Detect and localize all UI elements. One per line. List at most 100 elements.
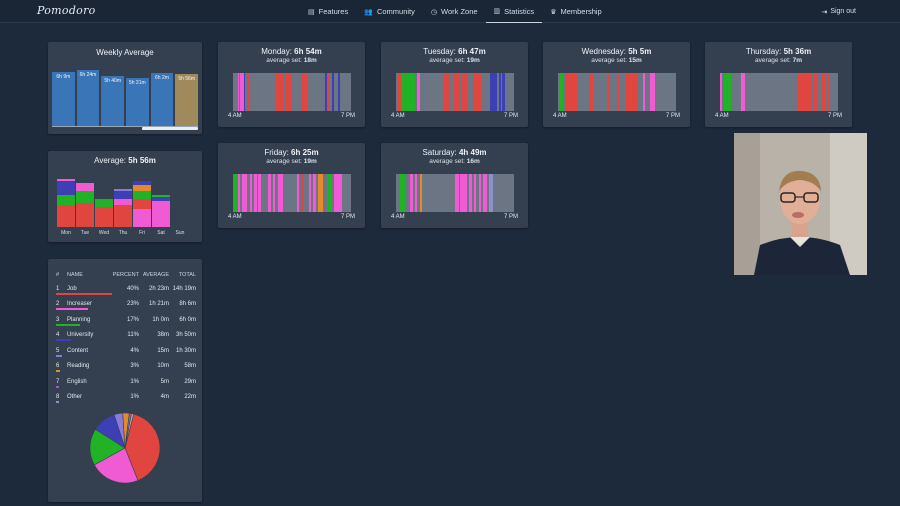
average-stacked-bar[interactable] xyxy=(57,179,75,227)
day-card-wednesday[interactable]: Wednesday: 5h 5m average set: 15m 4 AM 7 PM xyxy=(543,42,690,127)
sign-out-icon: ⇥ xyxy=(821,8,828,16)
stack-segment xyxy=(76,191,94,203)
weekly-average-bar[interactable]: 6h 9m xyxy=(52,72,75,126)
row-average: 2h 23m xyxy=(148,285,169,292)
timeline-session xyxy=(723,73,728,111)
bar-chart-icon: ▥ xyxy=(493,8,501,15)
row-percent-underline xyxy=(56,308,89,310)
nav-work-zone[interactable]: ◷ Work Zone xyxy=(423,0,486,23)
presenter-video-image xyxy=(734,133,867,275)
day-timeline[interactable] xyxy=(233,73,351,111)
weekly-average-bar[interactable]: 6h 24m xyxy=(76,70,100,126)
row-total: 14h 19m xyxy=(172,285,196,292)
stack-segment xyxy=(76,203,94,227)
pie-slice[interactable] xyxy=(124,413,135,449)
stack-segment xyxy=(152,201,170,227)
day-name: Friday: xyxy=(264,148,292,157)
nav-statistics[interactable]: ▥ Statistics xyxy=(485,0,543,23)
project-table: # NAME PERCENT AVERAGE TOTAL 1 Job 40% 2h 2… xyxy=(56,269,196,405)
day-card-tuesday[interactable]: Tuesday: 6h 47m average set: 19m 4 AM 7 PM xyxy=(381,42,528,127)
day-timeline[interactable] xyxy=(720,73,838,111)
day-total: 5h 5m xyxy=(628,47,652,56)
weekly-average-bar-label: 5h 40m xyxy=(104,78,121,85)
average-set-value: 19m xyxy=(303,158,317,165)
timeline-session xyxy=(419,174,422,212)
sign-out-label: Sign out xyxy=(830,8,856,15)
row-total: 22m xyxy=(184,394,196,401)
average-set-value: 18m xyxy=(303,57,317,64)
row-total: 58m xyxy=(184,363,196,370)
table-row[interactable]: 6 Reading 3% 10m 58m xyxy=(56,359,196,375)
timeline-session xyxy=(469,174,472,212)
day-timeline[interactable] xyxy=(233,174,351,212)
day-timeline[interactable] xyxy=(396,174,514,212)
row-average: 15m xyxy=(157,347,169,354)
stack-segment xyxy=(133,191,151,199)
nav-membership[interactable]: ♛ Membership xyxy=(542,0,610,23)
average-stacked-bar[interactable] xyxy=(133,181,151,227)
timeline-session xyxy=(626,73,632,111)
table-row[interactable]: 5 Content 4% 15m 1h 30m xyxy=(56,343,196,359)
row-total: 29m xyxy=(184,378,196,385)
stack-segment xyxy=(133,209,151,227)
table-row[interactable]: 7 English 1% 5m 29m xyxy=(56,374,196,390)
project-stats-card: # NAME PERCENT AVERAGE TOTAL 1 Job 40% 2h 2… xyxy=(48,259,202,502)
table-row[interactable]: 2 Increaser 23% 1h 21m 8h 6m xyxy=(56,297,196,313)
sign-out-button[interactable]: ⇥ Sign out xyxy=(821,0,856,23)
average-stacked-bar[interactable] xyxy=(95,199,113,227)
table-row[interactable]: 3 Planning 17% 1h 0m 6h 0m xyxy=(56,312,196,328)
timeline-session xyxy=(492,73,498,111)
nav-features[interactable]: ▤ Features xyxy=(300,0,356,23)
weekly-average-bar[interactable]: 5h 40m xyxy=(101,76,124,126)
nav-community-label: Community xyxy=(376,7,415,16)
chart-scrollbar[interactable] xyxy=(142,127,198,130)
timeline-session xyxy=(243,73,245,111)
average-stacked-bar[interactable] xyxy=(76,183,94,227)
day-name: Wednesday: xyxy=(581,47,629,56)
timeline-session xyxy=(327,73,330,111)
crown-icon: ♛ xyxy=(550,8,557,16)
average-set-value: 15m xyxy=(628,57,642,64)
timeline-start-label: 4 AM xyxy=(391,113,405,119)
timeline-session xyxy=(460,73,464,111)
average-stacked-bar[interactable] xyxy=(152,195,170,227)
average-set-value: 7m xyxy=(792,57,802,64)
row-number: 8 xyxy=(56,394,60,401)
day-timeline[interactable] xyxy=(396,73,514,111)
row-name: Increaser xyxy=(67,301,93,308)
stack-segment xyxy=(114,205,132,227)
stack-segment xyxy=(57,195,75,205)
table-row[interactable]: 1 Job 40% 2h 23m 14h 19m xyxy=(56,281,196,297)
day-axis-label: Mon xyxy=(61,230,71,236)
weekly-average-bar[interactable]: 6h 2m xyxy=(150,73,174,126)
table-row[interactable]: 8 Other 1% 4m 22m xyxy=(56,390,196,406)
table-row[interactable]: 4 University 11% 38m 3h 50m xyxy=(56,328,196,344)
average-stacked-bar[interactable] xyxy=(114,189,132,227)
day-card-monday[interactable]: Monday: 6h 54m average set: 18m 4 AM 7 PM xyxy=(218,42,365,127)
day-card-saturday[interactable]: Saturday: 4h 49m average set: 16m 4 AM 7 PM xyxy=(381,143,528,228)
timeline-session xyxy=(804,73,813,111)
timeline-session xyxy=(303,73,305,111)
row-name: Reading xyxy=(67,363,90,370)
average-set-label: average set: xyxy=(429,158,467,165)
pie-slice[interactable] xyxy=(93,447,139,484)
day-timeline[interactable] xyxy=(558,73,676,111)
average-set-value: 16m xyxy=(466,158,480,165)
day-average-set: average set: 19m xyxy=(381,57,528,64)
row-percent: 40% xyxy=(126,285,139,292)
day-card-title: Friday: 6h 25m xyxy=(218,148,365,157)
pie-slice[interactable] xyxy=(124,413,161,481)
nav-community[interactable]: 👥 Community xyxy=(356,0,423,23)
nav-membership-label: Membership xyxy=(560,7,602,16)
stack-segment xyxy=(152,195,170,197)
timeline-end-label: 7 PM xyxy=(340,214,355,220)
day-card-thursday[interactable]: Thursday: 5h 36m average set: 7m 4 AM 7 PM xyxy=(705,42,852,127)
brand-logo[interactable]: Pomodoro xyxy=(37,4,96,17)
timeline-session xyxy=(443,73,451,111)
day-name: Saturday: xyxy=(422,148,459,157)
day-average-set: average set: 7m xyxy=(705,57,852,64)
timeline-session xyxy=(642,73,646,111)
weekly-average-bar[interactable]: 5h 56m xyxy=(175,74,198,126)
day-card-friday[interactable]: Friday: 6h 25m average set: 19m 4 AM 7 PM xyxy=(218,143,365,228)
weekly-average-bar[interactable]: 5h 31m xyxy=(126,77,149,126)
